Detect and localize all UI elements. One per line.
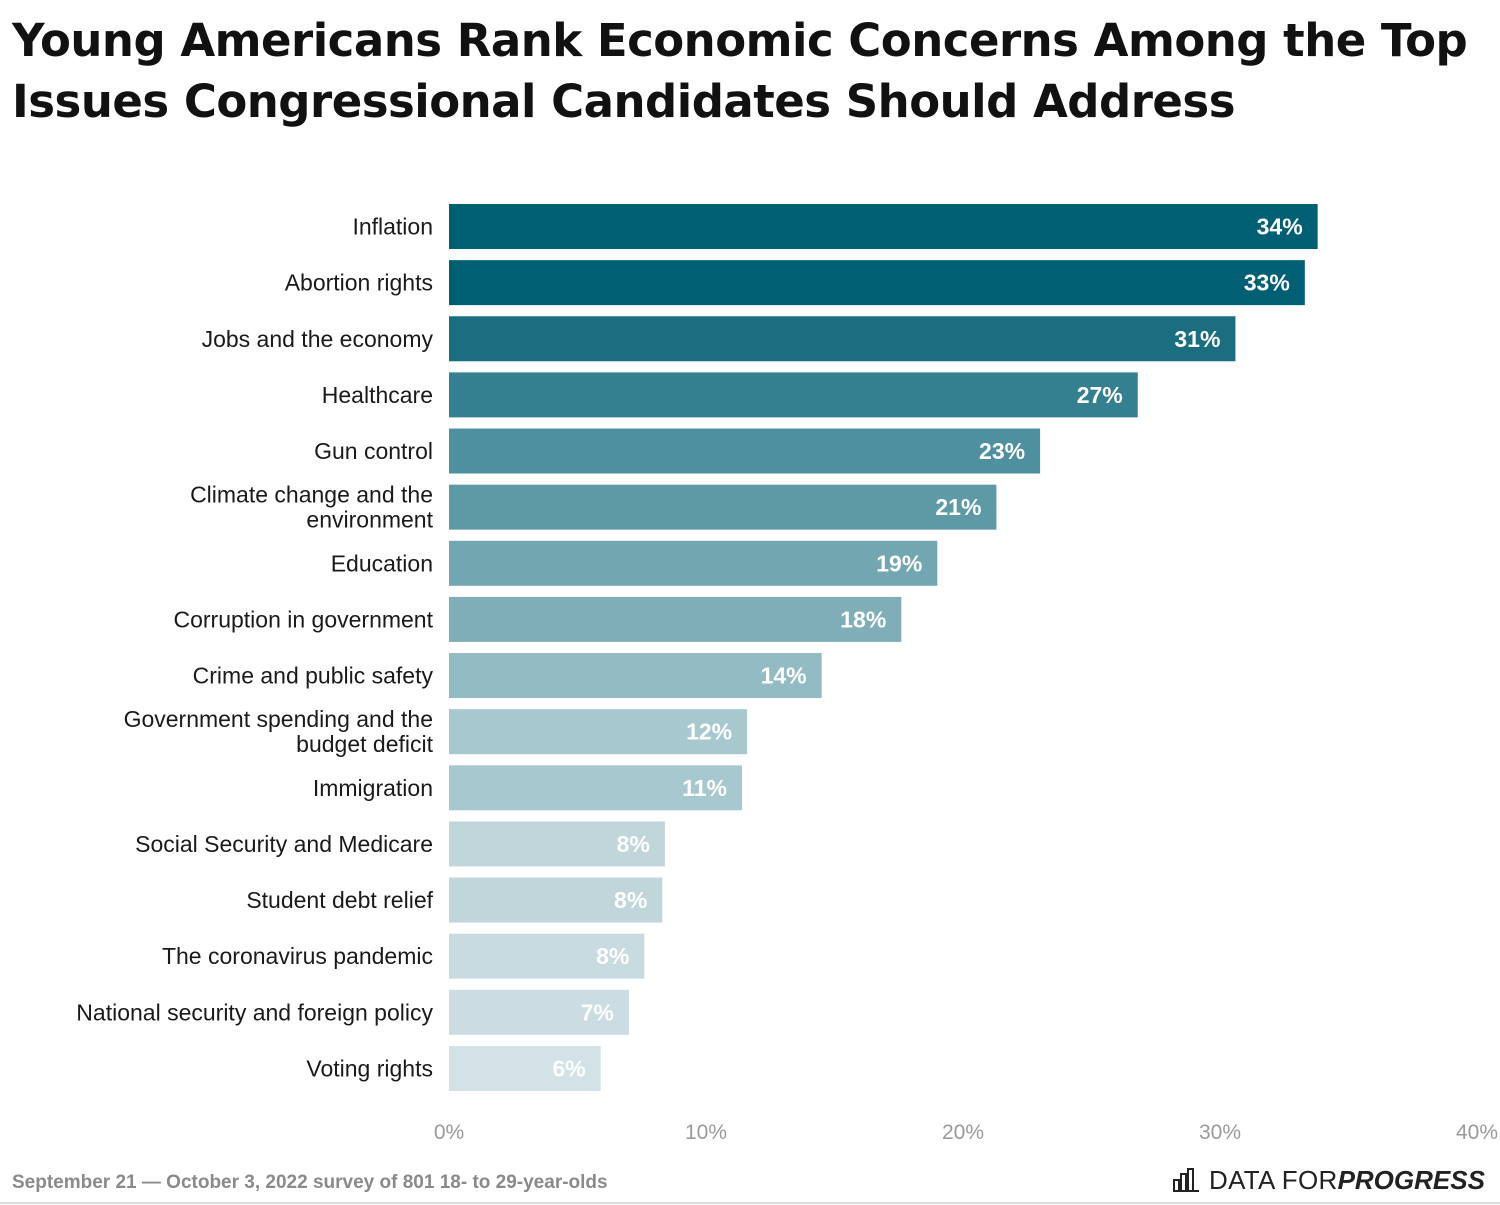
- bar-7: [449, 596, 902, 642]
- category-label-9-line-0: Government spending and the: [124, 706, 433, 732]
- category-label-11: Social Security and Medicare: [135, 831, 433, 857]
- category-label-5-line-0: Climate change and the: [190, 482, 433, 508]
- bar-4: [449, 428, 1041, 474]
- bar-value-label-15: 6%: [552, 1055, 585, 1081]
- category-label-2: Jobs and the economy: [202, 326, 434, 352]
- category-label-7: Corruption in government: [173, 606, 433, 632]
- category-label-3: Healthcare: [322, 382, 433, 408]
- bar-value-label-7: 18%: [840, 606, 886, 632]
- category-label-8: Crime and public safety: [193, 663, 434, 689]
- bar-value-label-14: 7%: [581, 999, 614, 1025]
- bar-value-label-4: 23%: [979, 438, 1025, 464]
- category-label-9-line-1: budget deficit: [296, 731, 433, 757]
- bar-9: [449, 709, 748, 755]
- bar-value-label-1: 33%: [1244, 270, 1290, 296]
- category-label-15: Voting rights: [306, 1055, 433, 1081]
- category-label-14: National security and foreign policy: [76, 999, 433, 1025]
- bar-13: [449, 933, 645, 979]
- bar-14: [449, 989, 629, 1035]
- bar-15: [449, 1045, 601, 1091]
- category-label-5-line-1: environment: [306, 507, 433, 533]
- bar-value-label-0: 34%: [1257, 214, 1303, 240]
- category-label-12: Student debt relief: [246, 887, 433, 913]
- bar-value-label-10: 11%: [682, 775, 727, 801]
- bar-3: [449, 372, 1138, 418]
- bar-value-label-6: 19%: [876, 550, 922, 576]
- bottom-divider: [0, 1202, 1500, 1204]
- bar-2: [449, 316, 1236, 362]
- category-label-0: Inflation: [352, 214, 433, 240]
- bar-1: [449, 260, 1305, 306]
- bar-value-label-13: 8%: [596, 943, 629, 969]
- x-tick-label-2: 20%: [942, 1121, 984, 1144]
- survey-footnote: September 21 — October 3, 2022 survey of…: [12, 1172, 608, 1193]
- bar-8: [449, 653, 822, 699]
- bar-chart: 34% Inflation 33% Abortion rights 31% Jobs an…: [76, 204, 1498, 1144]
- chart-title: Young Americans Rank Economic Concerns A…: [12, 10, 1482, 132]
- bar-value-label-3: 27%: [1077, 382, 1123, 408]
- bar-5: [449, 484, 997, 530]
- bar-12: [449, 877, 663, 923]
- x-tick-label-1: 10%: [685, 1121, 727, 1144]
- chart-title-line-1: Young Americans Rank Economic Concerns A…: [12, 14, 1468, 67]
- bar-chart-logo-icon: [1173, 1168, 1199, 1192]
- bar-value-label-5: 21%: [935, 494, 981, 520]
- bar-value-label-8: 14%: [761, 663, 807, 689]
- bar-0: [449, 204, 1318, 249]
- bar-11: [449, 821, 665, 867]
- category-label-10: Immigration: [313, 775, 433, 801]
- bar-6: [449, 540, 938, 586]
- chart-title-line-2: Issues Congressional Candidates Should A…: [12, 75, 1235, 128]
- bar-value-label-9: 12%: [686, 719, 732, 745]
- brand-emphasis: PROGRESS: [1337, 1164, 1485, 1195]
- category-label-6: Education: [331, 550, 433, 576]
- category-label-1: Abortion rights: [285, 270, 433, 296]
- bar-10: [449, 765, 742, 811]
- x-tick-label-0: 0%: [434, 1121, 464, 1144]
- x-tick-label-3: 30%: [1199, 1121, 1241, 1144]
- bar-value-label-2: 31%: [1174, 326, 1220, 352]
- x-tick-label-4: 40%: [1456, 1121, 1498, 1144]
- bar-value-label-12: 8%: [614, 887, 647, 913]
- bar-value-label-11: 8%: [617, 831, 650, 857]
- category-label-13: The coronavirus pandemic: [162, 943, 433, 969]
- brand-logo: DATA FOR PROGRESS: [1173, 1163, 1485, 1197]
- category-label-4: Gun control: [314, 438, 433, 464]
- brand-prefix: DATA FOR: [1209, 1164, 1338, 1195]
